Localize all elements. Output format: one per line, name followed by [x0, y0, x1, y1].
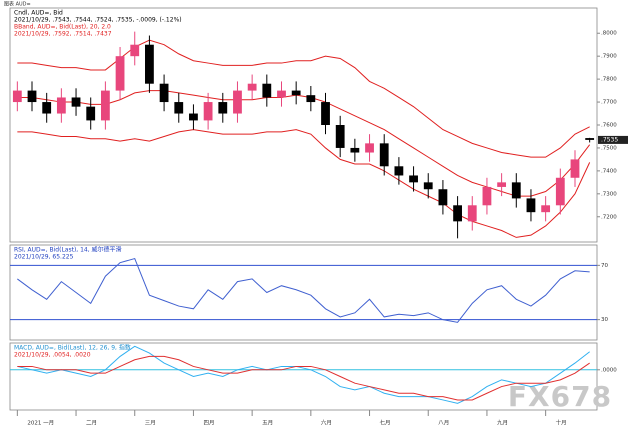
panel-header: Cndl, AUD=, Bid — [14, 10, 63, 17]
y-tick-label: 70 — [601, 263, 608, 269]
x-tick-label: 六月 — [321, 419, 332, 427]
x-tick-label: 二月 — [86, 420, 97, 427]
candle-body — [291, 90, 301, 96]
panel-header: BBand, AUD=, Bid(Last), 20, 2.0 — [14, 24, 111, 31]
candle-body — [365, 143, 374, 153]
rsi-panel — [9, 244, 598, 341]
x-tick-label: 四月 — [203, 420, 214, 427]
candle-body — [335, 125, 345, 148]
series-line — [17, 257, 590, 323]
y-tick-label: .7600 — [601, 123, 617, 129]
last-price-tag — [598, 135, 628, 144]
candle-body — [321, 102, 330, 125]
y-tick-label: .7500 — [601, 145, 617, 151]
candle-body — [233, 90, 242, 114]
panel-header: 2021/10/29, .7592, .7514, .7437 — [14, 31, 112, 38]
panel-header: 2021/10/29, .7543, .7544, .7524, .7535, … — [14, 17, 182, 24]
candle-body — [511, 182, 521, 199]
candle-body — [277, 90, 286, 98]
candle-body — [585, 138, 595, 140]
window-title: 图表 AUD= — [4, 1, 31, 8]
candle-body — [541, 205, 551, 213]
x-tick-label: 十月 — [556, 419, 567, 427]
series-line — [17, 39, 590, 158]
candle-body — [247, 83, 257, 91]
candle-body — [56, 97, 66, 114]
macd-panel — [9, 342, 598, 411]
candle-body — [174, 102, 184, 114]
y-tick-label: .7900 — [601, 54, 617, 60]
candle-body — [453, 205, 462, 222]
candle-body — [306, 95, 316, 103]
candle-body — [12, 90, 22, 103]
y-tick-label: .7800 — [601, 77, 617, 83]
candle-body — [115, 56, 125, 91]
y-tick-label: .7200 — [601, 214, 617, 220]
candle-body — [482, 186, 492, 206]
y-tick-label: 30 — [601, 317, 608, 323]
panel-header: RSI, AUD=, Bid(Last), 14, 威尔德平滑 — [14, 246, 122, 254]
x-tick-label: 八月 — [438, 420, 449, 427]
y-tick-label: .7400 — [601, 168, 617, 174]
candle-body — [497, 182, 507, 187]
candle-body — [71, 97, 81, 107]
x-tick-label: 五月 — [262, 420, 273, 427]
candle-body — [526, 198, 536, 213]
candle-body — [42, 102, 52, 114]
last-price-label: .7535 — [601, 136, 618, 143]
candle-body — [159, 83, 169, 103]
candle-body — [379, 143, 389, 167]
series-line — [17, 345, 590, 404]
candle-body — [423, 182, 433, 190]
candle-body — [555, 177, 565, 206]
series-line — [17, 129, 591, 238]
candle-body — [394, 166, 404, 176]
candle-body — [570, 159, 580, 178]
candle-body — [189, 113, 198, 121]
y-tick-label: .7300 — [601, 191, 617, 197]
candle-body — [218, 102, 228, 114]
candle-body — [203, 102, 213, 121]
x-tick-label: 三月 — [145, 420, 156, 427]
series-line — [17, 90, 591, 197]
candle-body — [409, 175, 418, 183]
y-tick-label: .8000 — [601, 31, 617, 37]
candle-body — [467, 205, 477, 222]
candle-body — [145, 44, 154, 84]
x-tick-label: 七月 — [380, 419, 391, 427]
panel-header: 2021/10/29, 65.225 — [14, 254, 74, 261]
y-tick-label: .7700 — [601, 100, 617, 106]
panel-header: MACD, AUD=, Bid(Last), 12, 26, 9, 指数 — [14, 344, 131, 352]
candle-body — [86, 106, 96, 121]
candle-body — [262, 83, 272, 98]
candle-body — [100, 90, 110, 121]
x-tick-label: 2021 一月 — [27, 420, 54, 427]
panel-header: 2021/10/29, .0054, .0020 — [14, 352, 91, 359]
y-tick-label: .0000 — [601, 367, 617, 373]
candle-body — [438, 189, 448, 206]
candle-body — [130, 44, 140, 57]
x-tick-label: 九月 — [497, 419, 508, 427]
candle-body — [350, 147, 360, 153]
series-line — [17, 355, 590, 401]
candle-body — [27, 90, 37, 103]
